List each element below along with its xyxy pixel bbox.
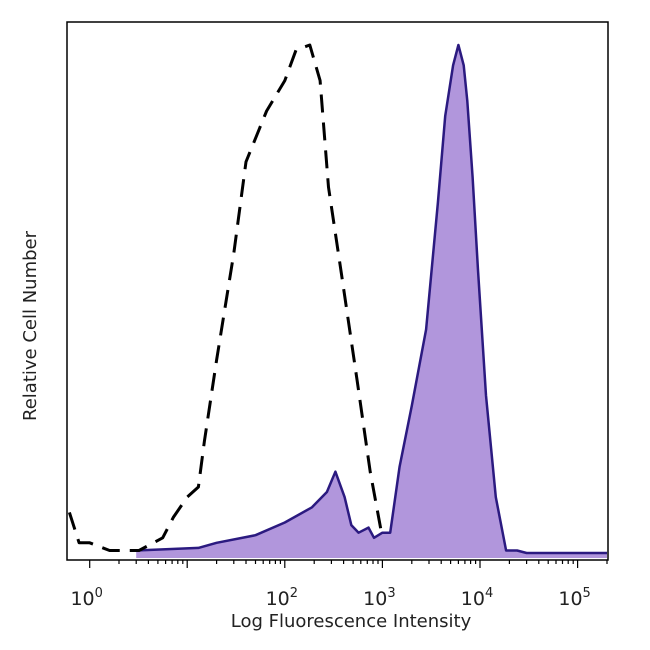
x-tick-label: 104 <box>461 586 493 610</box>
plot-area <box>67 43 607 558</box>
x-tick-label: 105 <box>558 586 590 610</box>
y-axis-label: Relative Cell Number <box>20 230 41 421</box>
plot-frame <box>66 21 609 561</box>
x-axis-ticks: 100 102 103 104 105 <box>70 560 608 610</box>
x-tick-label: 102 <box>266 586 298 610</box>
x-tick-label: 103 <box>363 586 395 610</box>
x-tick-label: 100 <box>70 586 102 610</box>
x-axis-label: Log Fluorescence Intensity <box>231 611 472 632</box>
histogram-outline-solid <box>136 43 607 555</box>
histogram-fill-area <box>136 45 607 558</box>
histogram-outline-dashed <box>67 43 384 552</box>
